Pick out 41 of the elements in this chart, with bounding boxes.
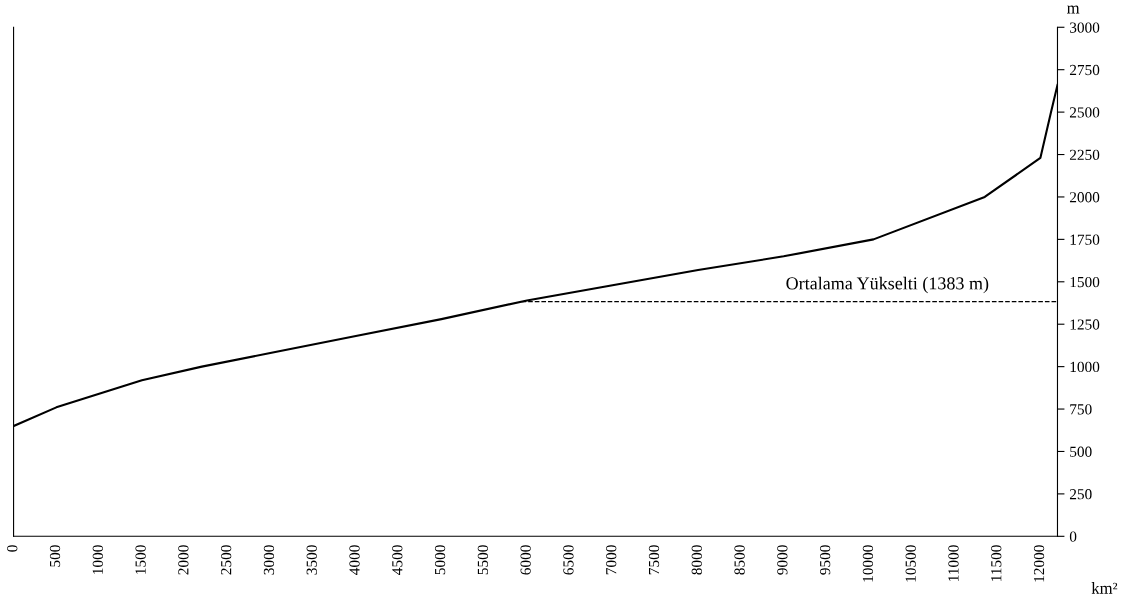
- y-tick-label: 1750: [1070, 234, 1100, 245]
- x-axis-title: km²: [1091, 582, 1118, 594]
- x-tick-label: 8500: [734, 545, 745, 575]
- x-tick-label: 2500: [221, 545, 232, 575]
- x-tick-label: 500: [49, 545, 61, 567]
- x-tick-label: 6000: [520, 545, 531, 575]
- x-tick-label: 8000: [691, 545, 702, 575]
- x-tick-label: 11500: [991, 545, 1002, 581]
- x-tick-label: 3500: [306, 545, 317, 575]
- x-tick-label: 1000: [92, 545, 103, 574]
- x-tick-label: 11000: [948, 545, 959, 581]
- y-tick-label: 250: [1069, 489, 1092, 500]
- ref-line-label: Ortalama Yükselti (1383 m): [786, 276, 989, 294]
- x-tick-label: 2000: [178, 545, 189, 575]
- y-tick-label: 750: [1070, 404, 1092, 415]
- y-tick-label: 2750: [1069, 64, 1100, 76]
- x-tick-label: 9500: [819, 545, 831, 575]
- x-tick-label: 4000: [349, 545, 360, 575]
- x-tick-label: 7500: [648, 545, 660, 575]
- y-tick-label: 1000: [1070, 361, 1100, 373]
- y-tick-label: 2250: [1069, 149, 1100, 160]
- x-tick-label: 3000: [263, 545, 275, 575]
- x-tick-label: 1500: [135, 545, 146, 574]
- x-tick-label: 12000: [1033, 545, 1045, 582]
- x-tick-label: 4500: [392, 545, 403, 575]
- y-tick-label: 3000: [1070, 22, 1100, 33]
- y-tick-label: 2500: [1069, 107, 1100, 118]
- y-tick-label: 1500: [1070, 276, 1100, 288]
- x-tick-label: 7000: [606, 545, 617, 575]
- x-tick-label: 5000: [434, 545, 446, 575]
- y-tick-label: 2000: [1069, 192, 1100, 203]
- x-tick-label: 10500: [905, 545, 916, 582]
- x-tick-label: 5500: [477, 545, 489, 575]
- x-tick-label: 10000: [862, 545, 874, 582]
- y-tick-label: 0: [1069, 531, 1077, 542]
- x-tick-label: 0: [7, 545, 18, 552]
- y-axis-title: m: [1067, 5, 1080, 14]
- x-tick-label: 9000: [777, 545, 788, 575]
- y-tick-label: 500: [1070, 446, 1092, 457]
- x-tick-label: 6500: [563, 545, 574, 575]
- y-tick-label: 1250: [1070, 319, 1100, 330]
